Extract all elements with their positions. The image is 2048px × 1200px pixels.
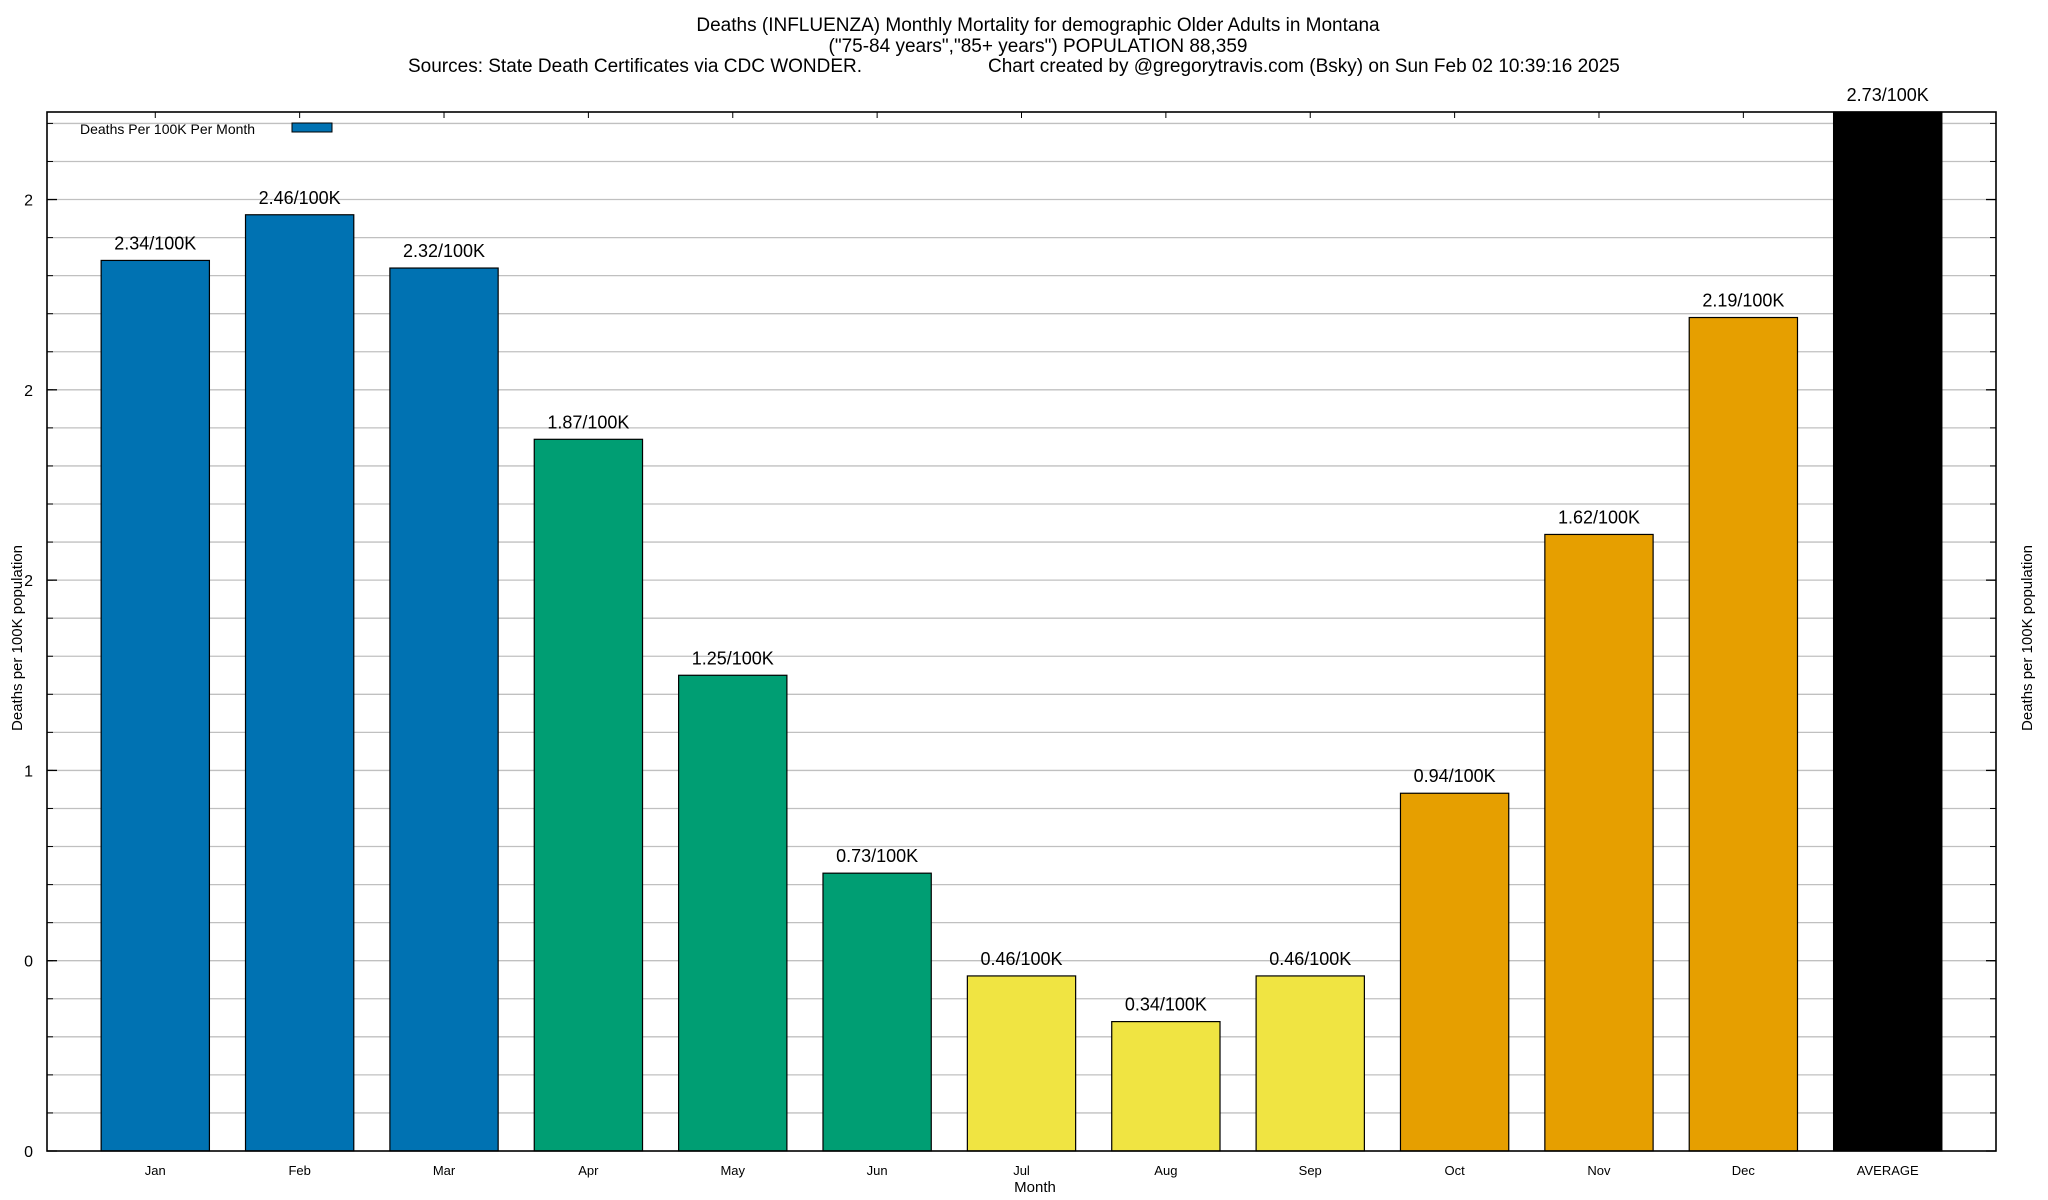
bar-nov <box>1544 533 1654 1152</box>
x-tick-labels: Jan Feb Mar Apr May Jun Jul Aug Sep Oct Nov Dec AVER… <box>145 1163 1919 1178</box>
x-tick-label-jun: Jun <box>867 1163 888 1178</box>
data-label-may: 1.25/100K <box>692 648 774 668</box>
x-tick-label-average: AVERAGE <box>1857 1163 1919 1178</box>
bar-jun <box>822 872 932 1152</box>
data-label-aug: 0.34/100K <box>1125 995 1207 1015</box>
data-label-jun: 0.73/100K <box>836 846 918 866</box>
data-label-apr: 1.87/100K <box>547 412 629 432</box>
data-label-mar: 2.32/100K <box>403 241 485 261</box>
x-axis-label: Month <box>1014 1179 1056 1196</box>
x-tick-label-nov: Nov <box>1587 1163 1611 1178</box>
chart-sources: Sources: State Death Certificates via CD… <box>408 56 862 77</box>
minor-gridlines <box>47 122 1996 1114</box>
bars <box>100 111 1943 1152</box>
x-tick-label-apr: Apr <box>578 1163 599 1178</box>
data-labels: 2.34/100K 2.46/100K 2.32/100K 1.87/100K 1.25… <box>114 85 1929 1015</box>
bar-jan <box>100 259 211 1152</box>
data-label-dec: 2.19/100K <box>1702 291 1784 311</box>
bar-feb <box>244 214 355 1152</box>
legend-label: Deaths Per 100K Per Month <box>80 121 255 137</box>
x-tick-label-feb: Feb <box>288 1163 310 1178</box>
chart-title-line-2: ("75-84 years","85+ years") POPULATION 8… <box>829 36 1248 57</box>
y-tick-label: 2 <box>24 383 33 400</box>
bar-oct <box>1399 792 1510 1152</box>
bar-mar <box>389 267 499 1152</box>
y-tick-label: 0 <box>24 1144 33 1161</box>
x-tick-label-aug: Aug <box>1154 1163 1177 1178</box>
axis-ticks <box>47 112 1996 1152</box>
data-label-average: 2.73/100K <box>1847 85 1929 105</box>
bar-dec <box>1688 316 1799 1152</box>
data-label-oct: 0.94/100K <box>1414 766 1496 786</box>
legend-swatch <box>291 122 333 133</box>
data-label-jul: 0.46/100K <box>980 949 1062 969</box>
data-label-nov: 1.62/100K <box>1558 507 1640 527</box>
y-axis-label: Deaths per 100K population <box>9 545 26 731</box>
x-tick-label-mar: Mar <box>433 1163 456 1178</box>
plot-frame <box>46 111 1997 1152</box>
x-tick-label-dec: Dec <box>1732 1163 1756 1178</box>
data-label-sep: 0.46/100K <box>1269 949 1351 969</box>
x-tick-label-may: May <box>720 1163 745 1178</box>
bar-aug <box>1111 1021 1221 1152</box>
chart-credit: Chart created by @gregorytravis.com (Bsk… <box>988 56 1620 77</box>
x-tick-label-jul: Jul <box>1013 1163 1030 1178</box>
bar-jul <box>966 975 1077 1152</box>
legend: Deaths Per 100K Per Month <box>80 121 333 137</box>
bar-average <box>1832 111 1943 1152</box>
data-label-feb: 2.46/100K <box>259 188 341 208</box>
y-tick-label: 1 <box>24 763 33 780</box>
y-tick-labels: 0 0 1 2 2 2 <box>24 193 33 1161</box>
x-tick-label-sep: Sep <box>1299 1163 1322 1178</box>
x-tick-label-jan: Jan <box>145 1163 166 1178</box>
bar-apr <box>533 438 644 1152</box>
chart-title-line-1: Deaths (INFLUENZA) Monthly Mortality for… <box>696 15 1380 36</box>
y-tick-label: 2 <box>24 573 33 590</box>
y-tick-label: 2 <box>24 193 33 210</box>
y-tick-label: 0 <box>24 954 33 971</box>
data-label-jan: 2.34/100K <box>114 233 196 253</box>
x-tick-label-oct: Oct <box>1444 1163 1465 1178</box>
bar-may <box>678 674 788 1152</box>
y2-axis-label: Deaths per 100K population <box>2019 545 2036 731</box>
bar-sep <box>1255 975 1365 1152</box>
